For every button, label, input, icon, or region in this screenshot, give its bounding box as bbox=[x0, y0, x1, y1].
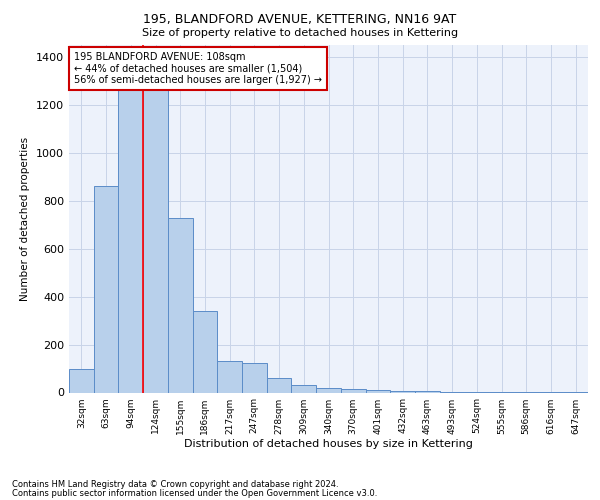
Bar bbox=[193, 311, 217, 392]
Bar bbox=[365, 390, 390, 392]
Y-axis label: Number of detached properties: Number of detached properties bbox=[20, 136, 31, 301]
Bar bbox=[69, 368, 94, 392]
Text: Size of property relative to detached houses in Kettering: Size of property relative to detached ho… bbox=[142, 28, 458, 38]
Bar bbox=[292, 386, 316, 392]
Bar bbox=[316, 388, 341, 392]
Text: Contains public sector information licensed under the Open Government Licence v3: Contains public sector information licen… bbox=[12, 488, 377, 498]
Bar bbox=[267, 378, 292, 392]
X-axis label: Distribution of detached houses by size in Kettering: Distribution of detached houses by size … bbox=[184, 440, 473, 450]
Bar bbox=[217, 362, 242, 392]
Text: 195, BLANDFORD AVENUE, KETTERING, NN16 9AT: 195, BLANDFORD AVENUE, KETTERING, NN16 9… bbox=[143, 12, 457, 26]
Bar bbox=[242, 362, 267, 392]
Bar bbox=[168, 218, 193, 392]
Text: Contains HM Land Registry data © Crown copyright and database right 2024.: Contains HM Land Registry data © Crown c… bbox=[12, 480, 338, 489]
Bar bbox=[94, 186, 118, 392]
Bar bbox=[118, 72, 143, 392]
Bar bbox=[341, 389, 365, 392]
Bar bbox=[143, 72, 168, 392]
Text: 195 BLANDFORD AVENUE: 108sqm
← 44% of detached houses are smaller (1,504)
56% of: 195 BLANDFORD AVENUE: 108sqm ← 44% of de… bbox=[74, 52, 322, 85]
